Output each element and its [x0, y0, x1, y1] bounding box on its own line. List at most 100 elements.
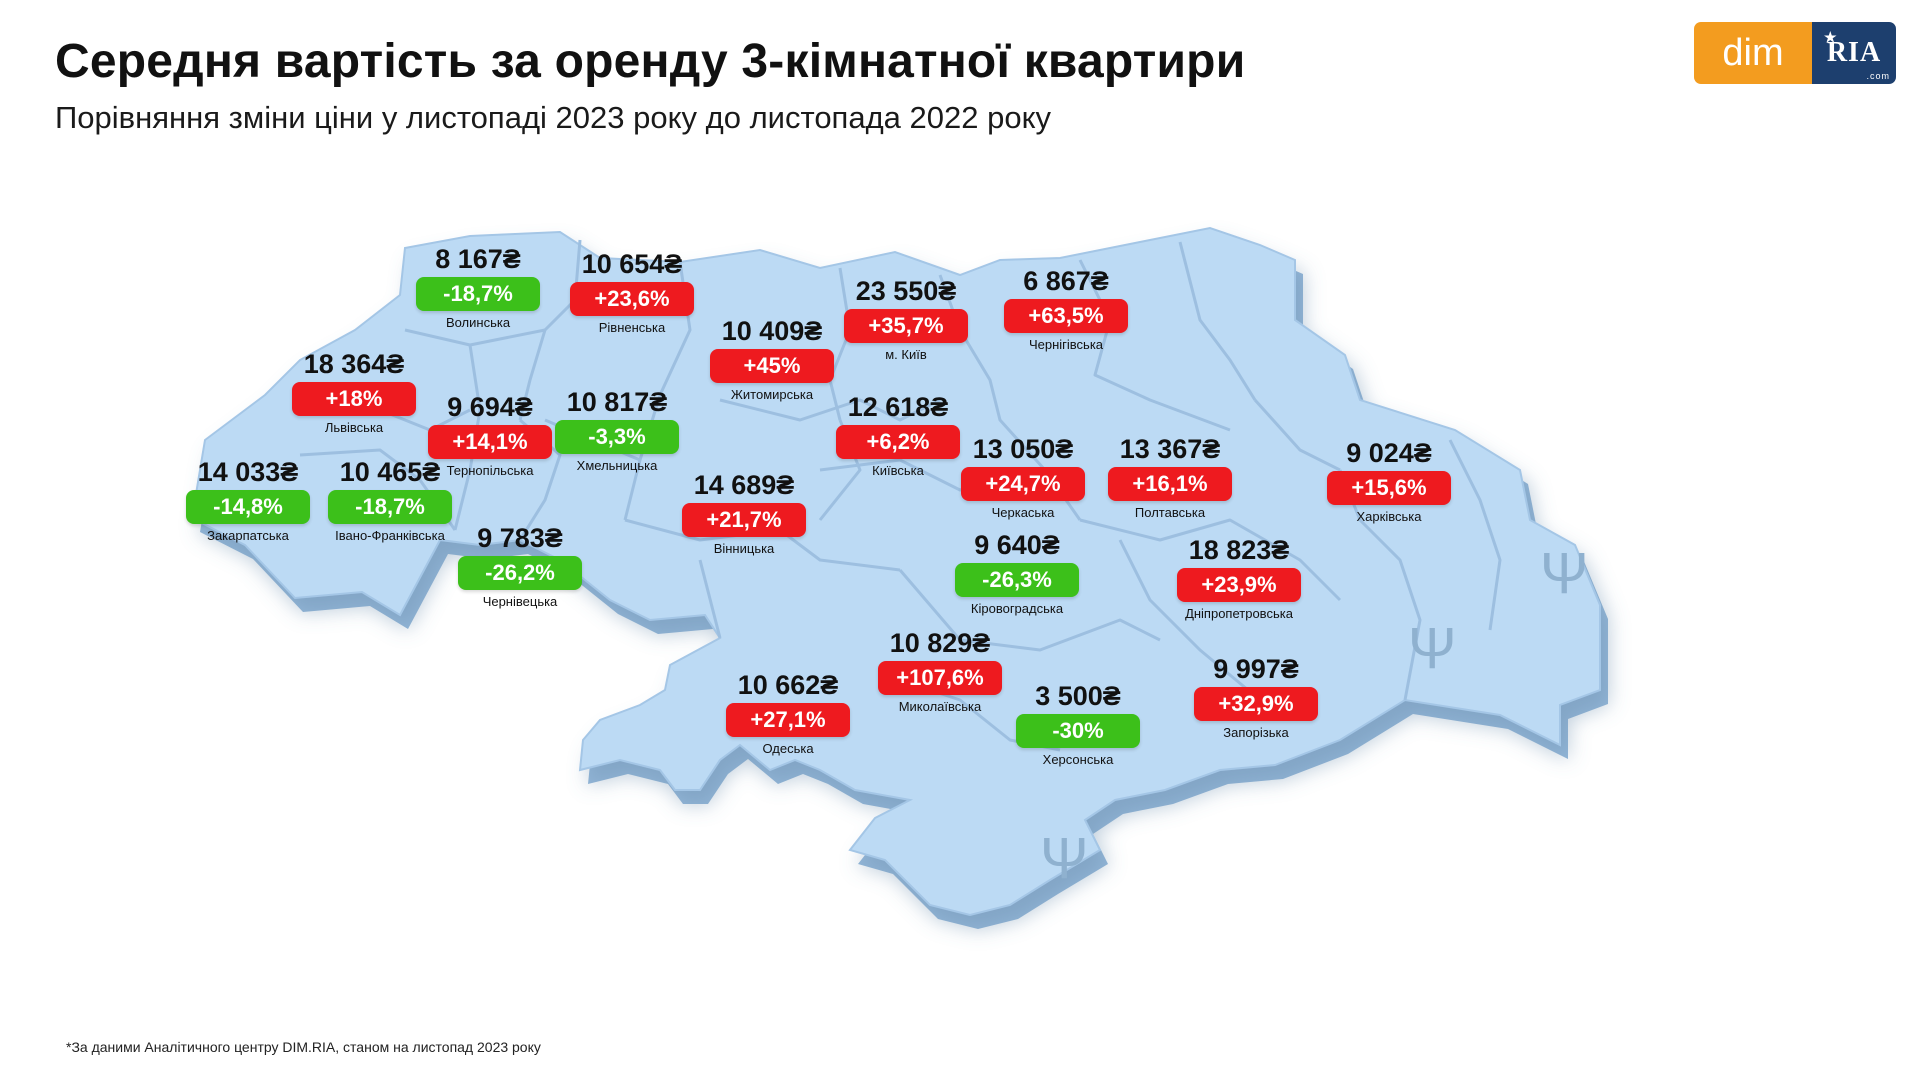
footnote: *За даними Аналітичного центру DIM.RIA, …: [66, 1039, 541, 1055]
region-poltavska[interactable]: 13 367₴ +16,1% Полтавська: [1108, 434, 1232, 521]
region-change: -18,7%: [328, 490, 452, 524]
region-price: 23 550₴: [855, 276, 957, 306]
trident-icon: Ψ: [1408, 616, 1457, 681]
region-name: Одеська: [762, 741, 814, 756]
region-price: 9 640₴: [974, 530, 1060, 560]
region-change: +14,1%: [428, 425, 552, 459]
region-price: 10 662₴: [737, 670, 839, 700]
region-change: +18%: [292, 382, 416, 416]
region-change: -3,3%: [555, 420, 679, 454]
region-change: +27,1%: [726, 703, 850, 737]
region-name: Полтавська: [1134, 505, 1206, 520]
region-name: Запорізька: [1223, 725, 1289, 740]
logo-dim: dim: [1694, 22, 1812, 84]
region-kyivska[interactable]: 12 618₴ +6,2% Київська: [836, 392, 960, 479]
region-name: Херсонська: [1042, 752, 1114, 767]
region-name: Закарпатська: [207, 528, 289, 543]
trident-icon: Ψ: [1540, 541, 1589, 606]
region-name: Дніпропетровська: [1185, 606, 1293, 621]
region-zaporizka[interactable]: 9 997₴ +32,9% Запорізька: [1194, 654, 1318, 741]
region-change: +21,7%: [682, 503, 806, 537]
region-chernivetska[interactable]: 9 783₴ -26,2% Чернівецька: [458, 523, 582, 610]
region-price: 12 618₴: [847, 392, 949, 422]
region-name: Волинська: [445, 315, 511, 330]
region-name: Вінницька: [713, 541, 775, 556]
region-name: Кіровоградська: [970, 601, 1064, 616]
region-name: Чернівецька: [482, 594, 558, 609]
region-price: 18 364₴: [303, 349, 405, 379]
region-price: 18 823₴: [1188, 535, 1290, 565]
logo-ria: ★ RIA .com: [1812, 22, 1896, 84]
region-chernihivska[interactable]: 6 867₴ +63,5% Чернігівська: [1004, 266, 1128, 353]
region-khersonska[interactable]: 3 500₴ -30% Херсонська: [1016, 681, 1140, 768]
region-price: 14 033₴: [197, 457, 299, 487]
region-name: Чернігівська: [1028, 337, 1104, 352]
region-price: 9 783₴: [477, 523, 563, 553]
region-price: 14 689₴: [693, 470, 795, 500]
region-name: Житомирська: [730, 387, 814, 402]
region-change: -14,8%: [186, 490, 310, 524]
region-price: 3 500₴: [1035, 681, 1121, 711]
region-vinnytska[interactable]: 14 689₴ +21,7% Вінницька: [682, 470, 806, 557]
region-mykolaivska[interactable]: 10 829₴ +107,6% Миколаївська: [878, 628, 1002, 715]
region-zhytomyrska[interactable]: 10 409₴ +45% Житомирська: [710, 316, 834, 403]
page-subtitle: Порівняння зміни ціни у листопаді 2023 р…: [55, 100, 1051, 135]
region-price: 10 829₴: [889, 628, 991, 658]
region-price: 8 167₴: [435, 244, 521, 274]
region-rivnenska[interactable]: 10 654₴ +23,6% Рівненська: [570, 249, 694, 336]
region-lvivska[interactable]: 18 364₴ +18% Львівська: [292, 349, 416, 436]
star-icon: ★: [1824, 31, 1838, 46]
region-change: +45%: [710, 349, 834, 383]
region-name: Львівська: [324, 420, 384, 435]
region-price: 9 997₴: [1213, 654, 1299, 684]
region-change: +24,7%: [961, 467, 1085, 501]
trident-icon: Ψ: [1040, 826, 1089, 891]
region-change: +107,6%: [878, 661, 1002, 695]
region-price: 13 367₴: [1119, 434, 1221, 464]
region-name: Хмельницька: [576, 458, 658, 473]
region-name: Київська: [872, 463, 924, 478]
region-name: Івано-Франківська: [335, 528, 445, 543]
region-change: +35,7%: [844, 309, 968, 343]
region-price: 13 050₴: [972, 434, 1074, 464]
region-price: 6 867₴: [1023, 266, 1109, 296]
region-dnipropetrovska[interactable]: 18 823₴ +23,9% Дніпропетровська: [1177, 535, 1301, 622]
region-change: +32,9%: [1194, 687, 1318, 721]
map-surface: [190, 226, 1601, 917]
region-kirovohradska[interactable]: 9 640₴ -26,3% Кіровоградська: [955, 530, 1079, 617]
region-price: 10 465₴: [339, 457, 441, 487]
region-price: 10 817₴: [566, 387, 668, 417]
region-change: +23,6%: [570, 282, 694, 316]
region-name: м. Київ: [885, 347, 927, 362]
region-change: +23,9%: [1177, 568, 1301, 602]
region-name: Миколаївська: [898, 699, 982, 714]
region-khmelnytska[interactable]: 10 817₴ -3,3% Хмельницька: [555, 387, 679, 474]
region-kyiv-city[interactable]: 23 550₴ +35,7% м. Київ: [844, 276, 968, 363]
region-name: Рівненська: [598, 320, 666, 335]
region-odeska[interactable]: 10 662₴ +27,1% Одеська: [726, 670, 850, 757]
region-change: -30%: [1016, 714, 1140, 748]
region-volynska[interactable]: 8 167₴ -18,7% Волинська: [416, 244, 540, 331]
region-change: +16,1%: [1108, 467, 1232, 501]
region-cherkaska[interactable]: 13 050₴ +24,7% Черкаська: [961, 434, 1085, 521]
region-name: Тернопільська: [446, 463, 534, 478]
region-price: 10 409₴: [721, 316, 823, 346]
region-kharkivska[interactable]: 9 024₴ +15,6% Харківська: [1327, 438, 1451, 525]
region-price: 10 654₴: [581, 249, 683, 279]
region-zakarpatska[interactable]: 14 033₴ -14,8% Закарпатська: [186, 457, 310, 544]
region-change: -26,2%: [458, 556, 582, 590]
region-change: +15,6%: [1327, 471, 1451, 505]
region-name: Черкаська: [991, 505, 1055, 520]
logo-com-text: .com: [1866, 71, 1890, 81]
page-title: Середня вартість за оренду 3-кімнатної к…: [55, 35, 1246, 88]
region-price: 9 024₴: [1346, 438, 1432, 468]
region-price: 9 694₴: [447, 392, 533, 422]
region-ivano-frankivska[interactable]: 10 465₴ -18,7% Івано-Франківська: [328, 457, 452, 544]
region-change: -18,7%: [416, 277, 540, 311]
dim-ria-logo[interactable]: dim ★ RIA .com: [1694, 22, 1896, 84]
region-change: +63,5%: [1004, 299, 1128, 333]
region-change: +6,2%: [836, 425, 960, 459]
logo-ria-text: RIA: [1826, 37, 1882, 68]
region-ternopilska[interactable]: 9 694₴ +14,1% Тернопільська: [428, 392, 552, 479]
